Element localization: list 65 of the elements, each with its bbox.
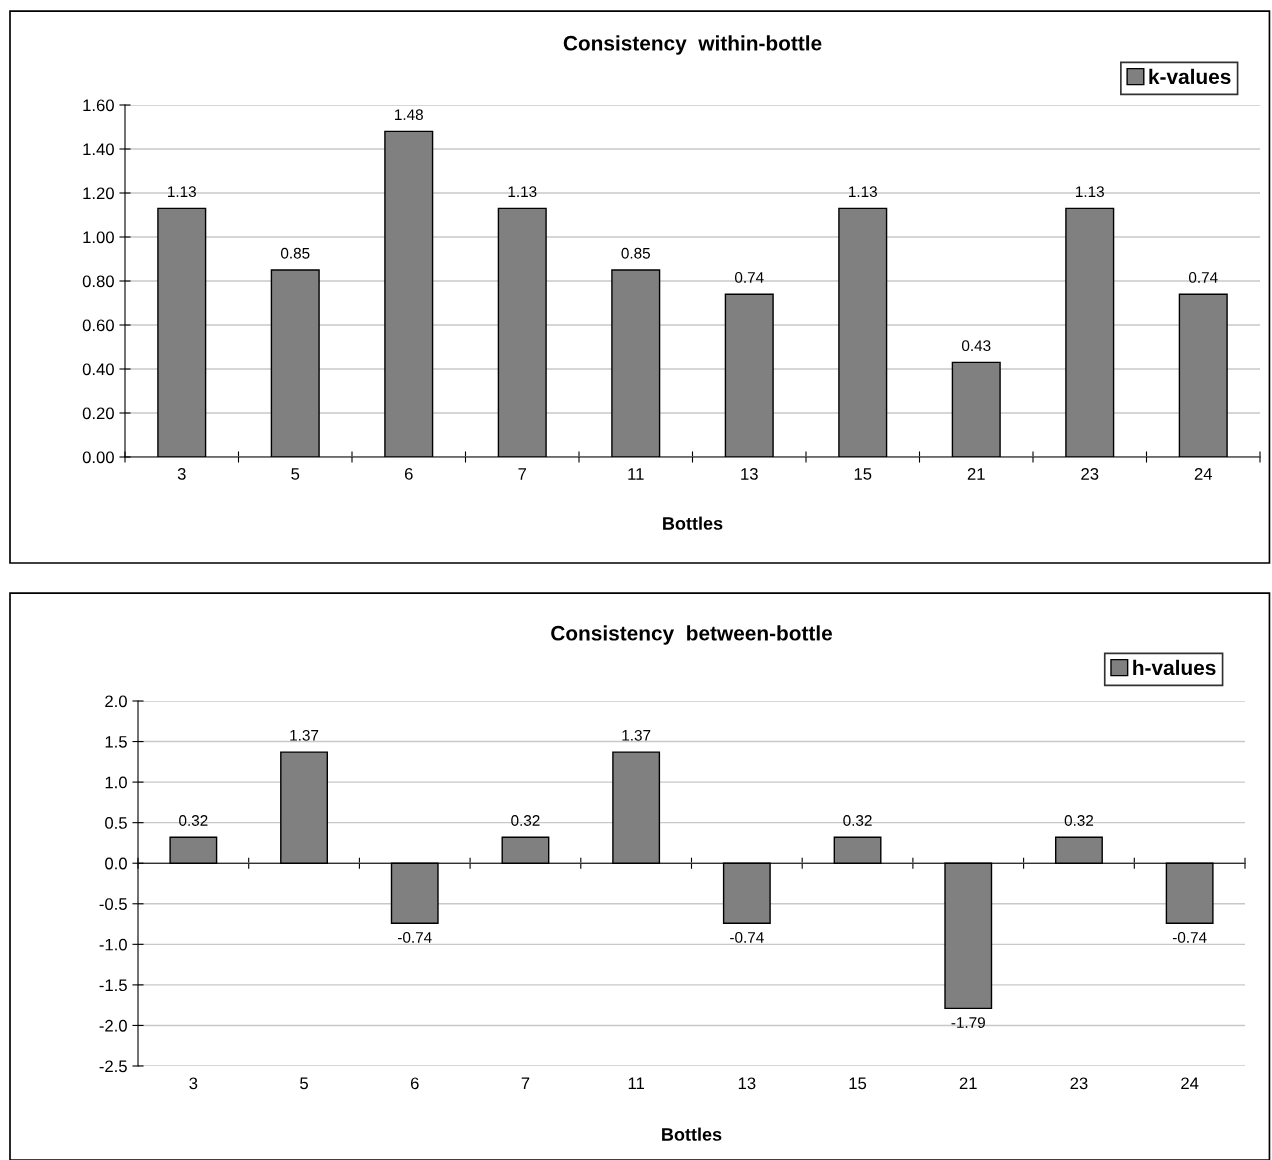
- data-label: 1.37: [622, 729, 651, 741]
- data-label: 0.85: [280, 247, 310, 259]
- x-tick-label: 21: [967, 468, 985, 480]
- y-tick-label: 0.60: [82, 319, 114, 332]
- y-tick-label: 1.5: [105, 736, 127, 748]
- y-tick-label: 1.20: [83, 187, 114, 200]
- x-tick-label: 24: [1194, 468, 1213, 480]
- x-tick-label: 6: [404, 468, 413, 480]
- x-tick-label: 21: [959, 1077, 977, 1090]
- y-tick-label: 2.0: [105, 695, 127, 708]
- x-tick-label: 7: [521, 1077, 530, 1090]
- data-label: 0.32: [179, 815, 208, 826]
- y-tick-label: 1.00: [83, 231, 114, 244]
- chart-title: Consistency between-bottle: [551, 625, 833, 645]
- y-tick-label: 0.00: [82, 451, 114, 464]
- y-tick-label: -2.0: [99, 1019, 127, 1032]
- x-tick-label: 3: [177, 468, 186, 480]
- x-tick-label: 3: [189, 1077, 198, 1090]
- data-label: -1.79: [951, 1017, 985, 1028]
- y-tick-label: -0.5: [99, 898, 127, 910]
- data-label: 0.32: [843, 815, 872, 826]
- x-tick-label: 13: [738, 1077, 756, 1090]
- chart-title: Consistency within-bottle: [563, 35, 822, 55]
- data-label: 0.32: [1064, 815, 1094, 826]
- legend-label: h-values: [1133, 659, 1216, 676]
- x-tick-label: 6: [410, 1077, 419, 1090]
- y-tick-label: 1.60: [83, 99, 114, 112]
- x-tick-label: 5: [291, 468, 300, 480]
- x-axis-title: Bottles: [663, 516, 723, 530]
- data-label: 0.74: [1188, 272, 1218, 283]
- data-label: -0.74: [1172, 931, 1207, 943]
- y-tick-label: 0.5: [105, 817, 127, 829]
- x-tick-label: 13: [741, 468, 758, 480]
- y-tick-label: 0.80: [82, 275, 114, 288]
- x-tick-label: 23: [1081, 468, 1099, 480]
- data-label: -0.74: [398, 931, 432, 943]
- y-tick-label: 1.40: [83, 143, 114, 156]
- y-tick-label: 1.0: [105, 776, 127, 789]
- y-tick-label: 0.20: [82, 407, 114, 420]
- y-tick-label: 0.0: [105, 857, 127, 870]
- y-tick-label: -1.0: [99, 938, 127, 951]
- x-tick-label: 7: [518, 468, 527, 480]
- data-label: 1.37: [290, 729, 319, 741]
- x-tick-label: 15: [854, 468, 872, 480]
- y-tick-label: -2.5: [99, 1060, 127, 1073]
- data-label: 0.32: [511, 815, 540, 826]
- data-label: 1.13: [508, 186, 537, 198]
- data-label: 1.13: [1076, 186, 1104, 198]
- data-label: 1.48: [395, 109, 423, 121]
- data-label: -0.74: [730, 931, 764, 943]
- x-axis-title: Bottles: [662, 1127, 722, 1141]
- data-label: 1.13: [168, 186, 196, 198]
- x-tick-label: 24: [1181, 1077, 1199, 1090]
- x-tick-label: 5: [300, 1077, 308, 1090]
- y-tick-label: -1.5: [99, 979, 127, 992]
- data-label: 1.13: [849, 186, 877, 198]
- data-label: 0.74: [734, 272, 764, 283]
- legend-label: k-values: [1149, 68, 1231, 85]
- y-tick-label: 0.40: [82, 363, 114, 376]
- data-label: 0.43: [961, 340, 991, 352]
- x-tick-label: 23: [1070, 1077, 1088, 1090]
- x-tick-label: 15: [849, 1077, 867, 1090]
- x-tick-label: 11: [628, 468, 644, 480]
- x-tick-label: 11: [628, 1077, 644, 1090]
- data-label: 0.85: [621, 247, 650, 259]
